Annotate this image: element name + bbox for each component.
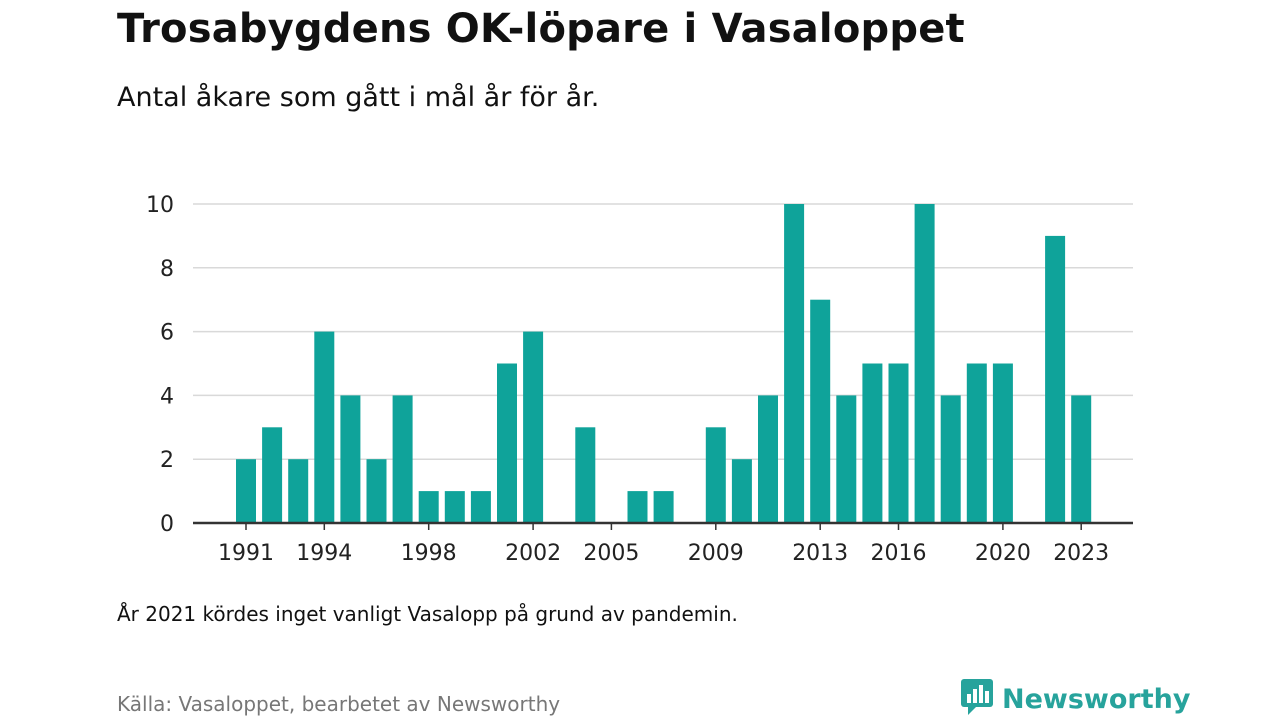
x-tick-label-1991: 1991 xyxy=(218,541,274,566)
bar-1994 xyxy=(314,331,335,523)
x-tick-label-2013: 2013 xyxy=(792,541,848,566)
brand-name: Newsworthy xyxy=(1002,683,1191,715)
bar-1997 xyxy=(392,395,413,523)
bar-1993 xyxy=(288,459,309,523)
bar-2006 xyxy=(627,491,648,523)
y-tick-label-4: 4 xyxy=(160,384,174,409)
bar-2019 xyxy=(966,363,987,523)
bar-1991 xyxy=(236,459,256,523)
bar-1992 xyxy=(262,427,283,523)
x-tick-label-2005: 2005 xyxy=(583,541,639,566)
brand-logo: Newsworthy xyxy=(960,678,1191,720)
bar-2018 xyxy=(940,395,961,523)
bar-2015 xyxy=(862,363,883,523)
x-tick-label-2023: 2023 xyxy=(1053,541,1109,566)
bar-2009 xyxy=(705,427,726,523)
y-tick-label-0: 0 xyxy=(160,512,174,537)
y-tick-label-8: 8 xyxy=(160,257,174,282)
chart-subtitle: Antal åkare som gått i mål år för år. xyxy=(117,82,600,113)
bar-2014 xyxy=(836,395,857,523)
chart-title: Trosabygdens OK-löpare i Vasaloppet xyxy=(117,6,965,52)
bar-2012 xyxy=(784,204,805,523)
bar-2022 xyxy=(1045,235,1066,523)
bar-1996 xyxy=(366,459,387,523)
bar-2013 xyxy=(810,299,831,523)
x-tick-label-2002: 2002 xyxy=(505,541,561,566)
bar-2000 xyxy=(470,491,491,523)
bar-2001 xyxy=(497,363,517,523)
bar-2023 xyxy=(1071,395,1092,523)
bar-2010 xyxy=(731,459,752,523)
x-tick-label-1994: 1994 xyxy=(296,541,352,566)
source-text: Källa: Vasaloppet, bearbetet av Newswort… xyxy=(117,692,561,716)
newsworthy-logo-icon xyxy=(960,678,994,720)
bar-1995 xyxy=(340,395,361,523)
bar-2004 xyxy=(575,427,596,523)
bar-2002 xyxy=(523,331,544,523)
bar-2017 xyxy=(914,204,935,523)
y-tick-label-6: 6 xyxy=(160,321,174,346)
bar-1998 xyxy=(418,491,439,523)
bar-2011 xyxy=(758,395,778,523)
x-tick-label-2016: 2016 xyxy=(871,541,927,566)
bar-2007 xyxy=(653,491,674,523)
x-tick-label-1998: 1998 xyxy=(401,541,457,566)
x-tick-label-2020: 2020 xyxy=(975,541,1031,566)
y-tick-label-2: 2 xyxy=(160,448,174,473)
bar-2016 xyxy=(888,363,909,523)
chart-note: År 2021 kördes inget vanligt Vasalopp på… xyxy=(117,602,738,626)
bar-2020 xyxy=(992,363,1013,523)
x-tick-label-2009: 2009 xyxy=(688,541,744,566)
bar-1999 xyxy=(444,491,465,523)
y-tick-label-10: 10 xyxy=(146,193,174,218)
bar-chart: 0 2 4 6 8 10 1991 1994 1998 2002 2005 2009 2013 2016 2… xyxy=(146,193,1133,566)
